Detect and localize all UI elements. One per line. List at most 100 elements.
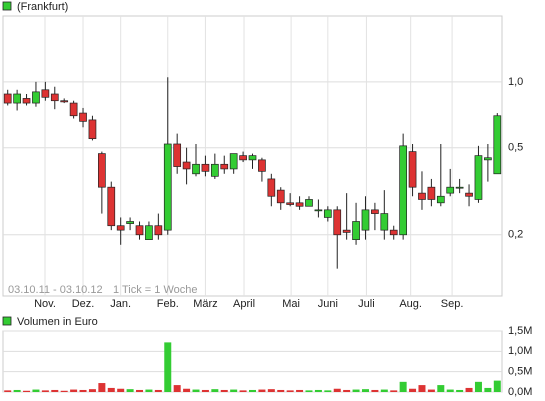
candle-body [446, 186, 455, 194]
candle-body [436, 195, 445, 204]
candle-body [192, 163, 200, 175]
y-tick-label: 0,2 [508, 229, 523, 241]
volume-bar [286, 390, 294, 392]
y-tick-label: 1,0 [508, 76, 523, 88]
volume-bar [343, 389, 351, 392]
volume-bar [164, 342, 172, 392]
volume-bar [456, 389, 464, 392]
volume-bar [493, 380, 501, 392]
volume-bar [41, 390, 49, 392]
volume-bar [211, 389, 219, 392]
x-tick-label: April [233, 298, 255, 310]
y-tick-label: 0,5 [508, 142, 523, 154]
volume-bar [361, 389, 369, 392]
candle-body [418, 192, 426, 200]
candle-body [88, 119, 97, 140]
volume-bar [117, 388, 125, 392]
x-tick-label: Sep. [441, 298, 464, 310]
y-tick-label: 0,0M [508, 386, 532, 398]
candle-body [32, 91, 40, 104]
legend-swatch [2, 1, 12, 11]
candle-body [22, 98, 31, 104]
candle-body [201, 163, 210, 172]
candle-body [314, 209, 323, 212]
candle-body [13, 93, 21, 104]
candle-body [342, 229, 351, 233]
candle-body [239, 155, 247, 161]
volume-bar [154, 389, 162, 392]
candle-body [408, 151, 417, 188]
annotation: 03.10.11 - 03.10.12 [8, 284, 103, 296]
annotation: 1 Tick = 1 Woche [113, 284, 197, 296]
x-tick-label: Nov. [34, 298, 56, 310]
candle-body [41, 89, 50, 98]
volume-bar [474, 381, 482, 392]
candle-body [182, 161, 191, 170]
volume-bar [427, 389, 435, 392]
candle-body [399, 145, 407, 236]
candle-body [60, 100, 69, 103]
volume-bar [484, 387, 492, 392]
y-tick-label: 1,0M [508, 345, 532, 357]
volume-bar [446, 389, 454, 392]
x-tick-label: Mai [282, 298, 300, 310]
y-tick-label: 1,5M [508, 325, 532, 337]
volume-bar [390, 390, 398, 392]
candle-body [173, 143, 182, 167]
x-tick-label: Juli [358, 298, 375, 310]
volume-bar [145, 389, 153, 392]
candle-body [258, 159, 266, 172]
candle-body [163, 143, 172, 231]
volume-bar [136, 389, 144, 392]
volume-bar [239, 390, 247, 392]
x-tick-label: Feb. [157, 298, 179, 310]
candle-body [154, 225, 163, 236]
volume-bar [173, 385, 181, 392]
volume-bar [305, 390, 313, 392]
legend-label: Volumen in Euro [17, 316, 98, 328]
y-tick-label: 0,5M [508, 366, 532, 378]
volume-bar [277, 389, 285, 392]
candle-body [210, 163, 219, 177]
volume-bar [70, 389, 78, 392]
volume-bar [296, 389, 304, 392]
candle-body [361, 209, 370, 231]
volume-bar [333, 388, 341, 392]
volume-bar [437, 385, 445, 392]
candle-body [465, 192, 473, 197]
volume-bar [267, 389, 275, 392]
candle-body [98, 153, 106, 188]
candle-body [229, 153, 238, 170]
candle-body [333, 209, 342, 236]
candle-body [50, 93, 59, 102]
candle-body [220, 163, 229, 170]
candle-body [107, 186, 116, 227]
volume-bar [98, 383, 106, 392]
volume-bar [371, 389, 379, 392]
volume-bar [249, 389, 256, 392]
volume-bar [380, 389, 388, 392]
candle-body [135, 225, 144, 236]
volume-bar [60, 390, 68, 392]
candle-body [323, 209, 332, 218]
candle-body [380, 213, 389, 231]
volume-bar [32, 389, 40, 392]
volume-bar [220, 389, 228, 392]
volume-bar [51, 389, 59, 392]
candle-body [79, 112, 87, 122]
volume-bar [201, 389, 209, 392]
volume-bar [409, 388, 417, 392]
legend-swatch [2, 316, 12, 326]
volume-bar [230, 389, 238, 392]
candle-body [267, 178, 276, 197]
candle-body [248, 155, 257, 161]
candle-body [371, 209, 379, 214]
volume-bar [23, 390, 31, 392]
volume-bar [192, 389, 200, 392]
candle-body [276, 189, 285, 204]
candle-body [484, 157, 492, 161]
candle-body [474, 155, 483, 200]
candle-body [126, 221, 134, 224]
candle-body [455, 186, 464, 189]
